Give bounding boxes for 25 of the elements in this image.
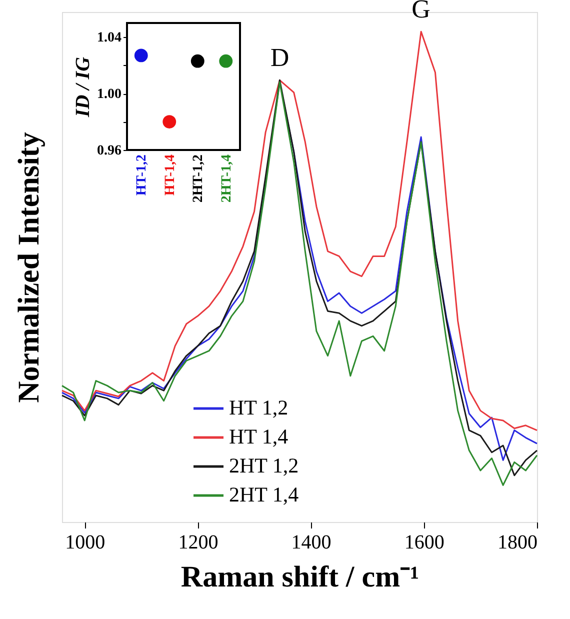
x-tick-label: HT-1,2 [134,154,150,196]
x-tick-label: 2HT-1,2 [191,154,206,203]
x-tick-label: HT-1,4 [162,154,178,196]
point [219,54,233,68]
x-tick-label: 1000 [65,532,106,554]
y-axis-title: Normalized Intensity [12,132,46,403]
x-tick-label: 1400 [291,532,332,554]
annotation: G [412,0,430,24]
legend-label: HT 1,2 [229,396,288,420]
x-tick-label: 1200 [178,532,218,554]
y-tick-label: 1.04 [97,30,122,46]
x-axis-title: Raman shift / cm⁻¹ [180,560,420,594]
x-tick-label: 2HT-1,4 [219,154,234,203]
y-tick-label: 0.96 [97,144,122,158]
y-tick-label: 1.00 [97,87,122,102]
y-axis-title: ID / IG [72,56,94,118]
point [190,54,204,68]
x-tick-label: 1600 [404,532,444,554]
annotation: D [270,43,290,72]
legend-label: HT 1,4 [229,424,289,448]
legend-label: 2HT 1,2 [229,454,299,478]
legend-label: 2HT 1,4 [229,482,300,506]
x-tick-label: 1800 [498,532,538,554]
point [134,48,148,62]
point [162,115,176,128]
